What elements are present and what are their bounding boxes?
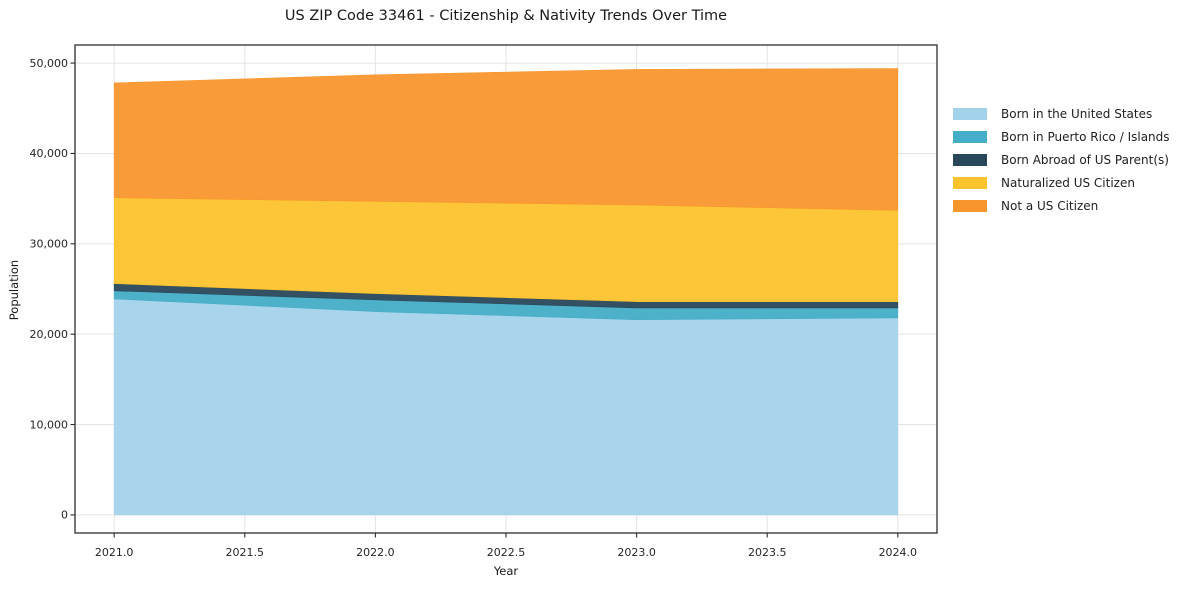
legend-swatch-icon [953, 199, 987, 212]
area-series-4 [113, 68, 899, 211]
legend: Born in the United States Born in Puerto … [953, 102, 1170, 217]
x-tick-label: 2021.5 [226, 546, 265, 559]
legend-label: Naturalized US Citizen [1001, 175, 1135, 190]
x-axis-label: Year [493, 564, 519, 578]
area-series-0 [113, 298, 899, 516]
area-series-3 [113, 197, 899, 302]
legend-item-1: Born in Puerto Rico / Islands [953, 125, 1170, 148]
y-tick-label: 30,000 [30, 238, 69, 251]
x-tick-label: 2023.5 [748, 546, 787, 559]
legend-label: Born Abroad of US Parent(s) [1001, 152, 1169, 167]
legend-item-3: Naturalized US Citizen [953, 171, 1170, 194]
legend-label: Born in Puerto Rico / Islands [1001, 129, 1170, 144]
legend-swatch-icon [953, 107, 987, 120]
y-axis-label: Population [7, 259, 21, 321]
x-tick-label: 2023.0 [617, 546, 656, 559]
x-tick-label: 2022.0 [356, 546, 395, 559]
legend-item-2: Born Abroad of US Parent(s) [953, 148, 1170, 171]
y-tick-label: 50,000 [30, 57, 69, 70]
legend-swatch-icon [953, 176, 987, 189]
y-tick-label: 20,000 [30, 328, 69, 341]
y-tick-label: 40,000 [30, 147, 69, 160]
legend-swatch-icon [953, 153, 987, 166]
legend-label: Not a US Citizen [1001, 198, 1099, 213]
x-tick-label: 2021.0 [95, 546, 134, 559]
y-tick-label: 0 [61, 509, 68, 522]
legend-swatch-icon [953, 130, 987, 143]
y-tick-label: 10,000 [30, 418, 69, 431]
chart-title: US ZIP Code 33461 - Citizenship & Nativi… [284, 8, 728, 24]
x-tick-label: 2022.5 [487, 546, 526, 559]
legend-item-0: Born in the United States [953, 102, 1170, 125]
legend-item-4: Not a US Citizen [953, 194, 1170, 217]
legend-label: Born in the United States [1001, 106, 1153, 121]
x-tick-label: 2024.0 [879, 546, 918, 559]
